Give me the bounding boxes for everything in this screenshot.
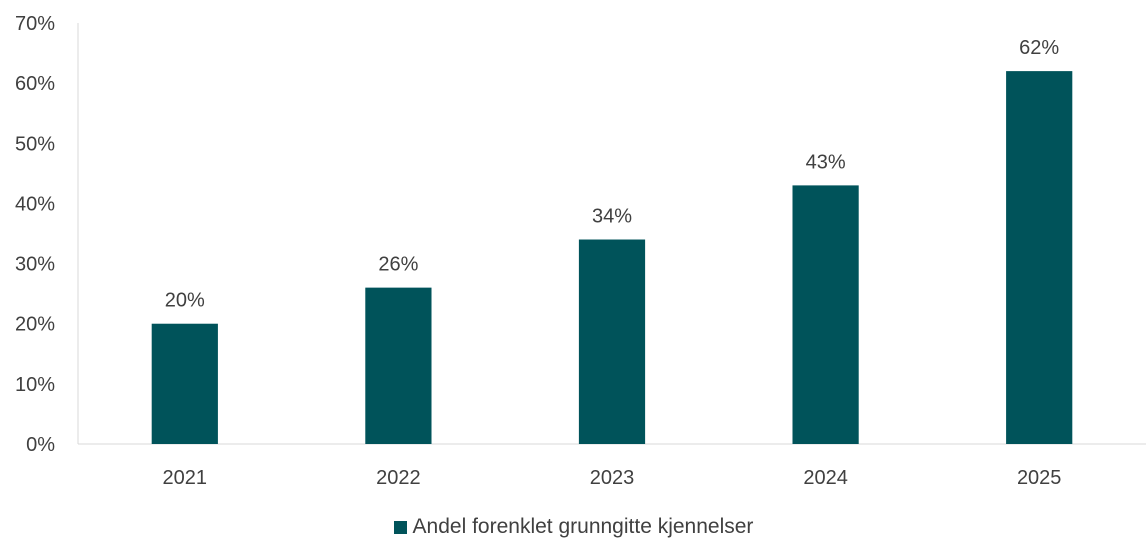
data-label-2025: 62% bbox=[1019, 37, 1059, 59]
data-label-2021: 20% bbox=[165, 290, 205, 312]
x-tick-label-2022: 2022 bbox=[376, 467, 421, 489]
legend: Andel forenklet grunngitte kjennelser bbox=[0, 514, 1147, 540]
y-tick-label: 0% bbox=[26, 434, 55, 456]
x-tick-label-2023: 2023 bbox=[590, 467, 635, 489]
legend-label: Andel forenklet grunngitte kjennelser bbox=[412, 515, 754, 538]
x-tick-label-2025: 2025 bbox=[1017, 467, 1062, 489]
bar-2023 bbox=[578, 239, 646, 444]
y-tick-label: 60% bbox=[15, 73, 55, 95]
data-label-2024: 43% bbox=[806, 151, 846, 173]
y-tick-label: 10% bbox=[15, 374, 55, 396]
bar-chart: 0% 10% 20% 30% 40% 50% 60% 70% 2021 2022 2023 2024… bbox=[15, 13, 1146, 489]
y-tick-label: 20% bbox=[15, 314, 55, 336]
y-axis: 0% 10% 20% 30% 40% 50% 60% 70% bbox=[15, 13, 79, 456]
data-labels: 20% 26% 34% 43% 62% bbox=[165, 37, 1060, 312]
x-axis: 2021 2022 2023 2024 2025 bbox=[78, 443, 1146, 489]
bar-2022 bbox=[365, 287, 432, 444]
y-tick-label: 50% bbox=[15, 133, 55, 155]
bars bbox=[151, 71, 1073, 444]
bar-2025 bbox=[1006, 71, 1073, 444]
x-tick-label-2021: 2021 bbox=[163, 467, 208, 489]
data-label-2022: 26% bbox=[378, 254, 418, 276]
y-tick-label: 70% bbox=[15, 13, 55, 35]
y-tick-label: 40% bbox=[15, 193, 55, 215]
bar-2021 bbox=[151, 323, 218, 444]
data-label-2023: 34% bbox=[592, 206, 632, 228]
y-tick-label: 30% bbox=[15, 254, 55, 276]
x-tick-label-2024: 2024 bbox=[803, 467, 848, 489]
bar-2024 bbox=[792, 185, 859, 444]
legend-swatch bbox=[393, 520, 407, 534]
